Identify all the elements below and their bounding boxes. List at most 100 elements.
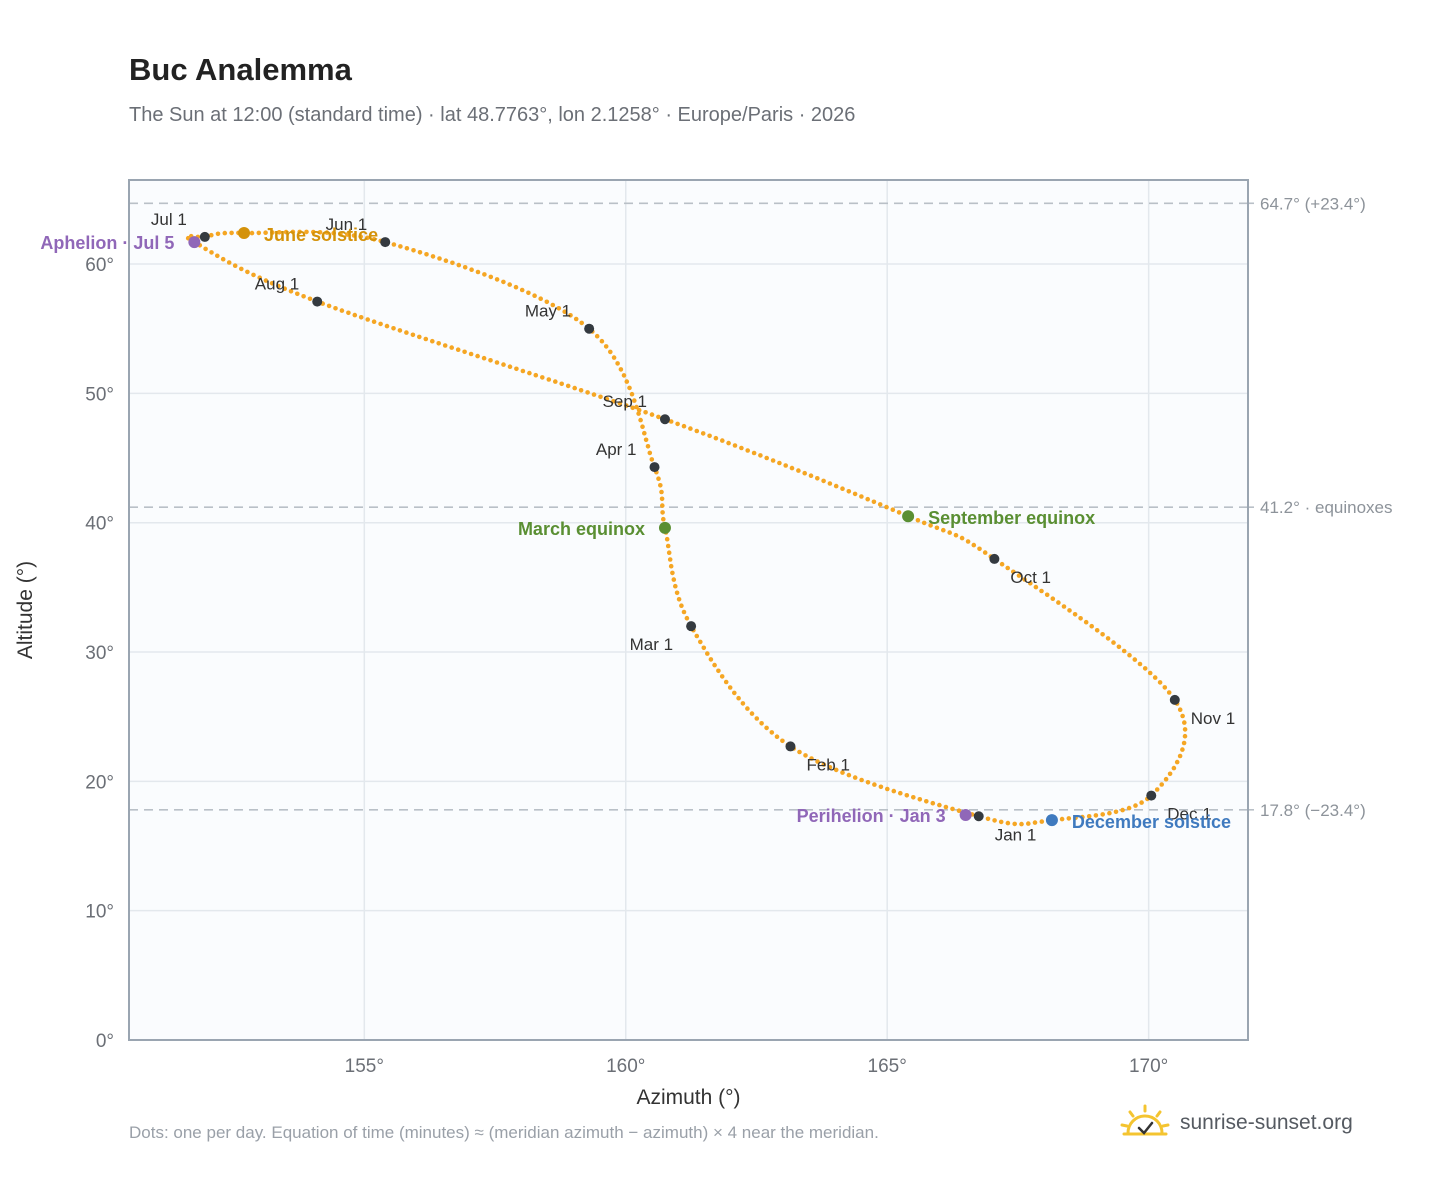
daily-sun-dot: [276, 230, 282, 235]
daily-sun-dot: [430, 338, 435, 344]
y-tick-label: 50°: [85, 384, 114, 405]
daily-sun-dot: [290, 229, 296, 235]
daily-sun-dot: [950, 806, 955, 812]
daily-sun-dot: [739, 445, 744, 451]
daily-sun-dot: [930, 800, 936, 806]
month-marker: [686, 621, 697, 632]
daily-sun-dot: [232, 263, 238, 269]
daily-sun-dot: [1113, 809, 1119, 815]
event-label: March equinox: [518, 519, 645, 539]
daily-sun-dot: [694, 633, 700, 639]
daily-sun-dot: [604, 396, 610, 402]
daily-sun-dot: [430, 254, 436, 259]
event-label: June solstice: [264, 225, 378, 245]
daily-sun-dot: [999, 561, 1005, 567]
daily-sun-dot: [659, 496, 665, 502]
daily-sun-dot: [676, 597, 682, 602]
daily-sun-dot: [896, 510, 902, 515]
daily-sun-dot: [1105, 636, 1111, 641]
daily-sun-dot: [562, 309, 567, 315]
daily-sun-dot: [661, 516, 666, 522]
event-label: September equinox: [928, 508, 1095, 528]
daily-sun-dot: [808, 473, 814, 479]
daily-sun-dot: [751, 450, 757, 456]
daily-sun-dot: [684, 615, 690, 621]
daily-sun-dot: [642, 430, 647, 436]
month-label: Apr 1: [596, 440, 637, 459]
daily-sun-dot: [621, 373, 627, 378]
daily-sun-dot: [726, 440, 731, 446]
daily-sun-dot: [675, 421, 680, 427]
daily-sun-dot: [326, 303, 332, 309]
daily-sun-dot: [681, 423, 687, 429]
daily-sun-dot: [1011, 569, 1016, 575]
daily-sun-dot: [865, 780, 871, 785]
daily-sun-dot: [780, 738, 785, 744]
daily-sun-dot: [324, 230, 330, 235]
y-tick-label: 10°: [85, 902, 114, 923]
daily-sun-dot: [1080, 814, 1085, 820]
daily-sun-dot: [469, 267, 474, 273]
daily-sun-dot: [777, 460, 782, 466]
daily-sun-dot: [859, 777, 864, 783]
daily-sun-dot: [437, 256, 442, 261]
daily-sun-dot: [333, 306, 338, 311]
daily-sun-dot: [1028, 581, 1033, 586]
daily-sun-dot: [520, 368, 526, 374]
daily-sun-dot: [546, 377, 552, 382]
daily-sun-dot: [1019, 821, 1024, 827]
month-marker: [659, 414, 670, 425]
daily-sun-dot: [934, 525, 940, 531]
daily-sun-dot: [1005, 565, 1010, 571]
daily-sun-dot: [1167, 771, 1173, 777]
daily-sun-dot: [591, 392, 597, 397]
daily-sun-dot: [977, 546, 982, 552]
daily-sun-dot: [732, 443, 738, 448]
daily-sun-dot: [649, 412, 655, 417]
daily-sun-dot: [754, 716, 760, 721]
daily-sun-dot: [371, 319, 377, 325]
daily-sun-dot: [462, 349, 467, 355]
brand-logo[interactable]: sunrise-sunset.org: [1120, 1103, 1353, 1143]
daily-sun-dot: [507, 282, 512, 287]
x-tick-label: 170°: [1129, 1056, 1168, 1077]
daily-sun-dot: [615, 361, 620, 366]
daily-sun-dot: [649, 457, 655, 462]
daily-sun-dot: [209, 250, 214, 255]
daily-sun-dot: [608, 349, 613, 355]
daily-sun-dot: [222, 230, 228, 236]
daily-sun-dot: [1116, 644, 1122, 650]
daily-sun-dot: [1039, 588, 1044, 594]
daily-sun-dot: [346, 310, 351, 316]
daily-sun-dot: [764, 455, 769, 461]
daily-sun-dot: [736, 695, 741, 701]
daily-sun-dot: [1016, 573, 1022, 578]
daily-sun-dot: [1078, 616, 1083, 621]
daily-sun-dot: [482, 272, 487, 277]
month-marker: [1146, 790, 1157, 801]
event-label: Perihelion · Jan 3: [797, 806, 946, 826]
daily-sun-dot: [1059, 816, 1065, 822]
daily-sun-dot: [660, 510, 665, 515]
daily-sun-dot: [1107, 810, 1112, 816]
daily-sun-dot: [701, 645, 707, 651]
daily-sun-dot: [1005, 820, 1011, 826]
daily-sun-dot: [598, 394, 603, 400]
month-label: Aug 1: [255, 275, 299, 294]
daily-sun-dot: [1111, 640, 1116, 645]
daily-sun-dot: [985, 816, 991, 822]
daily-sun-dot: [865, 496, 870, 502]
month-marker: [584, 323, 595, 334]
daily-sun-dot: [532, 293, 537, 299]
daily-sun-dot: [519, 287, 525, 293]
daily-sun-dot: [404, 246, 410, 251]
daily-sun-dot: [749, 711, 755, 716]
daily-sun-dot: [411, 248, 416, 253]
daily-sun-dot: [632, 398, 637, 403]
month-marker: [649, 462, 660, 473]
daily-sun-dot: [339, 308, 345, 313]
daily-sun-dot: [1050, 596, 1056, 601]
daily-sun-dot: [1073, 815, 1078, 821]
daily-sun-dot: [282, 286, 288, 292]
